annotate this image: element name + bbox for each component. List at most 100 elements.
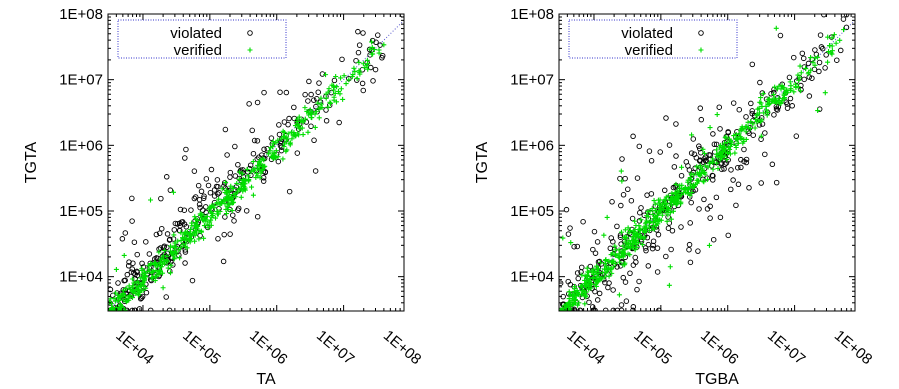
point-violated	[181, 221, 188, 227]
point-verified	[741, 136, 747, 142]
point-violated	[637, 209, 643, 216]
point-violated	[261, 146, 267, 153]
point-verified	[590, 275, 596, 281]
point-verified	[677, 183, 683, 189]
point-verified	[566, 289, 572, 295]
point-verified	[112, 298, 118, 304]
point-verified	[118, 303, 124, 309]
point-violated	[692, 165, 698, 171]
point-violated	[166, 307, 173, 311]
point-violated	[768, 91, 774, 97]
point-verified	[776, 95, 782, 101]
point-verified	[172, 240, 178, 246]
point-violated	[749, 108, 755, 114]
point-verified	[239, 171, 245, 177]
point-violated	[578, 264, 585, 271]
panel-2: 1E+04 1E+04 1E+05 1E+05 1E+06 1E+06 1E+07 1E+07…	[474, 6, 875, 388]
point-verified	[346, 77, 352, 83]
point-verified	[568, 240, 574, 246]
point-violated	[258, 152, 265, 158]
point-verified	[331, 87, 337, 93]
point-verified	[209, 210, 215, 216]
point-verified	[249, 184, 255, 190]
point-violated	[240, 170, 246, 176]
point-verified	[586, 269, 592, 275]
point-violated	[138, 295, 145, 301]
point-verified	[127, 292, 133, 298]
point-violated	[632, 254, 638, 261]
point-verified	[296, 122, 302, 128]
point-violated	[286, 115, 292, 122]
point-violated	[243, 208, 250, 214]
point-violated	[638, 238, 645, 245]
point-violated	[701, 196, 707, 203]
point-violated	[130, 260, 136, 266]
point-verified	[612, 247, 618, 253]
point-violated	[360, 30, 366, 36]
point-violated	[610, 287, 616, 293]
point-violated	[649, 245, 656, 252]
point-violated	[618, 302, 625, 308]
point-verified	[700, 146, 706, 152]
point-verified	[341, 73, 347, 79]
point-verified	[297, 126, 303, 132]
point-violated	[678, 224, 684, 230]
legend-marker	[698, 47, 704, 53]
point-verified	[338, 75, 344, 81]
point-violated	[580, 218, 586, 225]
point-violated	[164, 231, 171, 237]
point-verified	[250, 192, 256, 198]
point-violated	[574, 243, 581, 250]
point-violated	[823, 52, 829, 58]
point-violated	[268, 135, 275, 141]
point-violated	[757, 79, 763, 86]
point-verified	[271, 151, 277, 157]
point-verified	[746, 125, 752, 131]
point-verified	[312, 124, 318, 130]
point-verified	[627, 252, 633, 258]
point-violated	[625, 186, 631, 193]
point-violated	[143, 239, 149, 245]
point-verified	[579, 272, 585, 278]
point-verified	[168, 251, 174, 257]
point-verified	[164, 253, 170, 259]
point-verified	[707, 160, 713, 166]
point-verified	[175, 238, 181, 244]
point-verified	[694, 170, 700, 176]
point-violated	[622, 175, 628, 182]
plot-frame	[107, 13, 405, 312]
point-verified	[764, 112, 770, 118]
point-verified	[323, 72, 329, 78]
point-verified	[632, 218, 638, 224]
point-verified	[329, 82, 335, 88]
point-verified	[728, 138, 734, 144]
point-verified	[583, 283, 589, 289]
point-verified	[673, 181, 679, 187]
point-verified	[369, 44, 375, 50]
point-violated	[789, 103, 795, 109]
point-verified	[170, 189, 176, 195]
point-verified	[197, 211, 203, 217]
point-violated	[305, 98, 311, 104]
point-verified	[668, 202, 674, 208]
point-verified	[369, 51, 375, 57]
point-verified	[723, 134, 729, 140]
point-violated	[143, 289, 150, 296]
point-verified	[733, 142, 739, 148]
point-violated	[235, 161, 241, 168]
point-verified	[610, 264, 616, 270]
y-axis-label: TGTA	[474, 141, 491, 183]
point-verified	[133, 283, 139, 289]
point-verified	[229, 208, 235, 214]
point-violated	[577, 307, 584, 311]
point-violated	[665, 225, 672, 231]
point-violated	[177, 206, 184, 213]
point-verified	[560, 235, 566, 241]
point-verified	[682, 185, 688, 191]
point-violated	[191, 168, 198, 174]
point-verified	[316, 115, 322, 121]
point-verified	[223, 187, 229, 193]
point-violated	[630, 133, 636, 140]
point-verified	[315, 100, 321, 106]
point-verified	[671, 199, 677, 205]
